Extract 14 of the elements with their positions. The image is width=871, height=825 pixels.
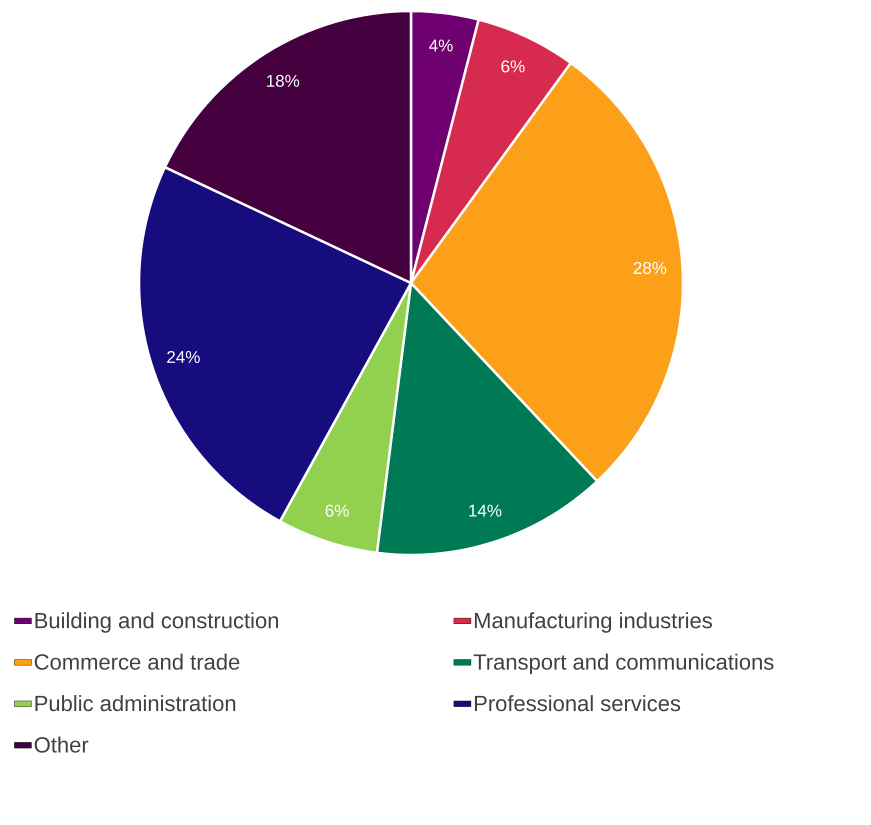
data-label: 18% [267, 74, 300, 87]
data-label: 6% [501, 60, 525, 72]
data-label: 24% [167, 350, 200, 363]
legend-label: Building and construction [35, 612, 278, 633]
data-label: 28% [634, 262, 666, 274]
data-label: 14% [469, 504, 502, 517]
legend-label: Other [34, 736, 88, 753]
data-label: 6% [326, 504, 349, 517]
legend-label: Professional services [474, 695, 680, 712]
legend-label: Commerce and trade [34, 654, 240, 670]
legend-label: Public administration [35, 695, 236, 712]
legend-label: Transport and communications [474, 654, 774, 674]
data-label: 4% [429, 40, 453, 52]
legend-label: Manufacturing industries [474, 612, 712, 633]
